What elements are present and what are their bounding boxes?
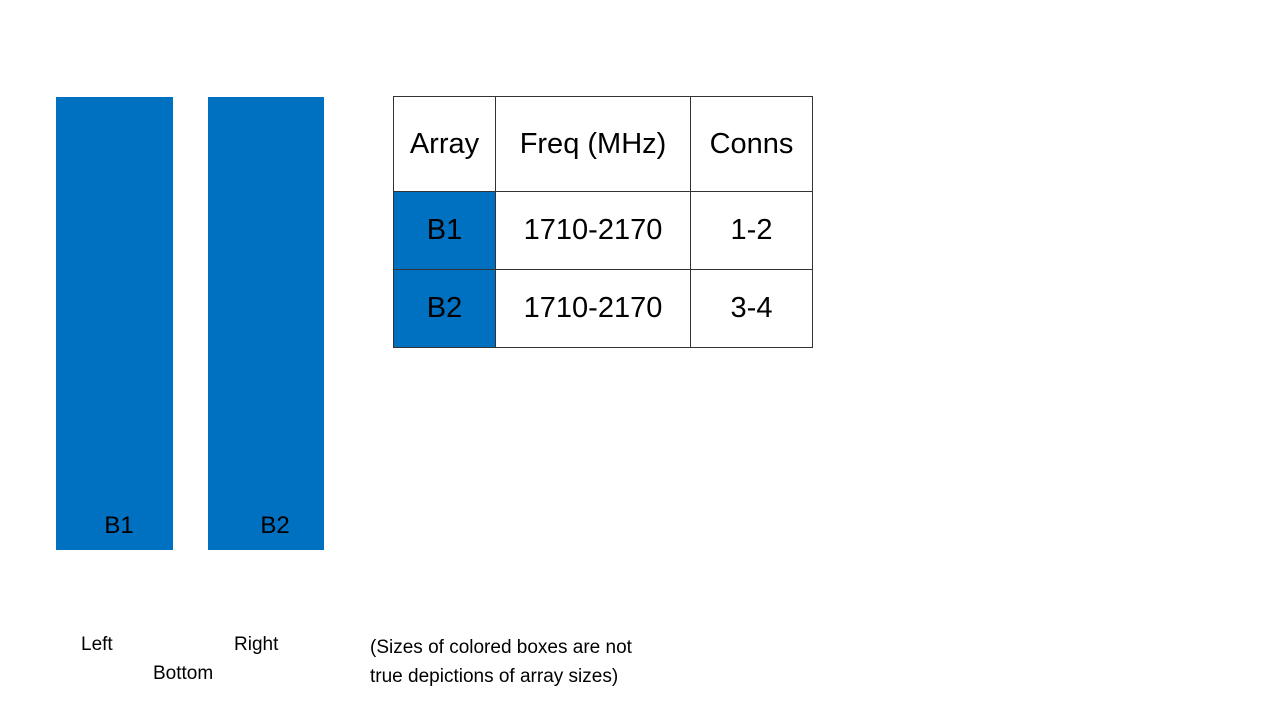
array-box-label: B1: [104, 512, 134, 539]
table-cell: 1710-2170: [495, 191, 691, 270]
size-note-line1: (Sizes of colored boxes are not: [370, 637, 632, 658]
left-label: Left: [81, 634, 113, 655]
size-note-line2: true depictions of array sizes): [370, 666, 619, 687]
table-row: B1 1710-2170 1-2: [393, 191, 813, 270]
header-cell: Freq (MHz): [495, 96, 691, 192]
array-frequency-table: Array Freq (MHz) Conns B1 1710-2170 1-2 …: [393, 96, 813, 348]
table-cell: B2: [393, 269, 496, 348]
table-row: B2 1710-2170 3-4: [393, 269, 813, 348]
table-cell: 1710-2170: [495, 269, 691, 348]
right-label: Right: [234, 634, 279, 655]
array-box-b2: B2: [208, 97, 324, 550]
table-cell: 3-4: [690, 269, 813, 348]
table-cell: 1-2: [690, 191, 813, 270]
array-box-label: B2: [260, 512, 290, 539]
header-cell: Conns: [690, 96, 813, 192]
bottom-label: Bottom: [153, 663, 214, 684]
array-box-b1: B1: [56, 97, 173, 550]
table-cell: B1: [393, 191, 496, 270]
header-cell: Array: [393, 96, 496, 192]
table-header-row: Array Freq (MHz) Conns: [393, 96, 813, 192]
